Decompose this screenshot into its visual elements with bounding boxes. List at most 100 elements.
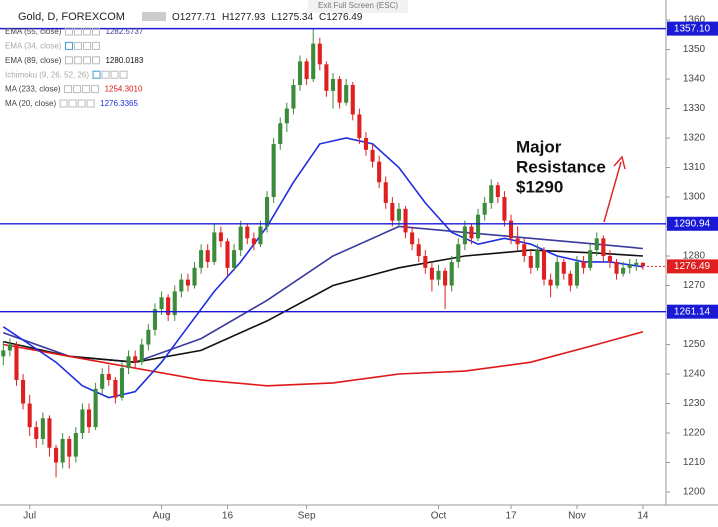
candle-body (245, 226, 250, 239)
ohlc-value: 1275.34 (277, 12, 314, 23)
candle-body (192, 267, 197, 286)
candle-body (152, 309, 158, 330)
indicator-name: EMA (89, close) (5, 56, 62, 65)
legend-icon (73, 56, 82, 65)
candle-body (350, 84, 355, 115)
candle-body (621, 267, 626, 274)
legend-icon (110, 70, 119, 79)
indicator-value: 1282.5737 (105, 27, 143, 36)
legend-icon (64, 56, 73, 65)
candle-body (495, 185, 500, 198)
x-tick-label: Oct (431, 511, 447, 522)
y-tick-label: 1230 (683, 398, 706, 409)
legend-icon (91, 56, 100, 65)
candle-body (40, 418, 45, 439)
legend-icon (91, 27, 100, 36)
candle-body (238, 226, 243, 251)
indicator-value: 1254.3010 (105, 85, 143, 94)
candle-body (568, 273, 573, 286)
legend-icon (68, 99, 77, 108)
legend-icon (119, 70, 128, 79)
candle-body (607, 256, 612, 262)
candle-body (581, 261, 586, 268)
candle-body (515, 238, 520, 245)
candle-body (278, 123, 283, 144)
y-tick-label: 1340 (683, 74, 706, 85)
y-tick-label: 1350 (683, 44, 706, 55)
candle-body (126, 356, 131, 369)
indicator-name: MA (233, close) (5, 85, 61, 94)
candle-body (60, 438, 65, 463)
candle-body (166, 297, 171, 316)
candle-body (436, 270, 441, 280)
y-tick-label: 1280 (683, 251, 706, 262)
candle-body (337, 79, 342, 103)
candle-body (377, 161, 382, 183)
candle-body (106, 374, 111, 380)
candle-body (93, 388, 98, 428)
level-label-bg (667, 21, 718, 36)
candle-body (476, 214, 481, 239)
candle-body (462, 226, 467, 245)
candle-body (218, 232, 223, 242)
candle-body (265, 197, 270, 227)
ohlc-value: 1276.49 (326, 12, 363, 23)
candle-body (634, 262, 639, 265)
candle-body (113, 379, 118, 398)
candle-body (7, 344, 12, 351)
candle-body (482, 202, 487, 215)
indicator-name: EMA (34, close) (5, 42, 62, 51)
level-label-bg (667, 304, 718, 319)
legend-icon (92, 70, 101, 79)
candle-body (146, 329, 151, 345)
legend-icon (64, 27, 73, 36)
legend-icon (91, 41, 100, 50)
candle-body (159, 297, 164, 310)
legend-icon (77, 99, 86, 108)
candle-body (311, 43, 316, 80)
annotation: Major (516, 137, 562, 156)
x-tick-label: Nov (568, 511, 586, 522)
indicator-line (3, 249, 643, 364)
y-tick-label: 1320 (683, 133, 706, 144)
x-tick-label: Jul (23, 511, 36, 522)
y-tick-label: 1240 (683, 369, 706, 380)
candle-body (100, 374, 105, 389)
candle-body (86, 409, 92, 428)
y-tick-label: 1360 (683, 15, 706, 26)
annotation-arrow (603, 155, 626, 223)
candle-body (390, 202, 395, 221)
candle-body (54, 447, 59, 463)
y-tick-label: 1310 (683, 162, 706, 173)
candle-body (502, 197, 507, 221)
candle-body (179, 279, 184, 292)
candle-body (370, 149, 375, 162)
candle-body (73, 433, 78, 457)
candle-body (522, 244, 527, 257)
candle-body (508, 220, 514, 239)
candle-body (27, 403, 32, 428)
level-label: 1290.94 (674, 218, 711, 229)
indicator-value: 1276.3365 (100, 99, 138, 108)
candle-body (205, 250, 210, 262)
level-label-bg (667, 216, 718, 231)
level-label: 1261.14 (674, 306, 711, 317)
candle-body (1, 350, 6, 357)
candle-body (324, 64, 329, 91)
x-tick-label: Sep (298, 511, 316, 522)
candle-body (225, 241, 230, 268)
candle-body (489, 185, 494, 203)
candle-body (251, 238, 256, 245)
y-tick-label: 1270 (683, 280, 706, 291)
candle-body (344, 84, 349, 103)
legend-icon (73, 27, 82, 36)
candle-body (199, 250, 204, 268)
candle-body (67, 438, 72, 457)
y-tick-label: 1300 (683, 192, 706, 203)
candle-body (588, 250, 593, 268)
candle-body (594, 238, 599, 251)
exit-fullscreen[interactable]: Exit Full Screen (ESC) (318, 1, 398, 10)
indicator-name: EMA (55, close) (5, 27, 62, 36)
candle-body (172, 291, 177, 316)
